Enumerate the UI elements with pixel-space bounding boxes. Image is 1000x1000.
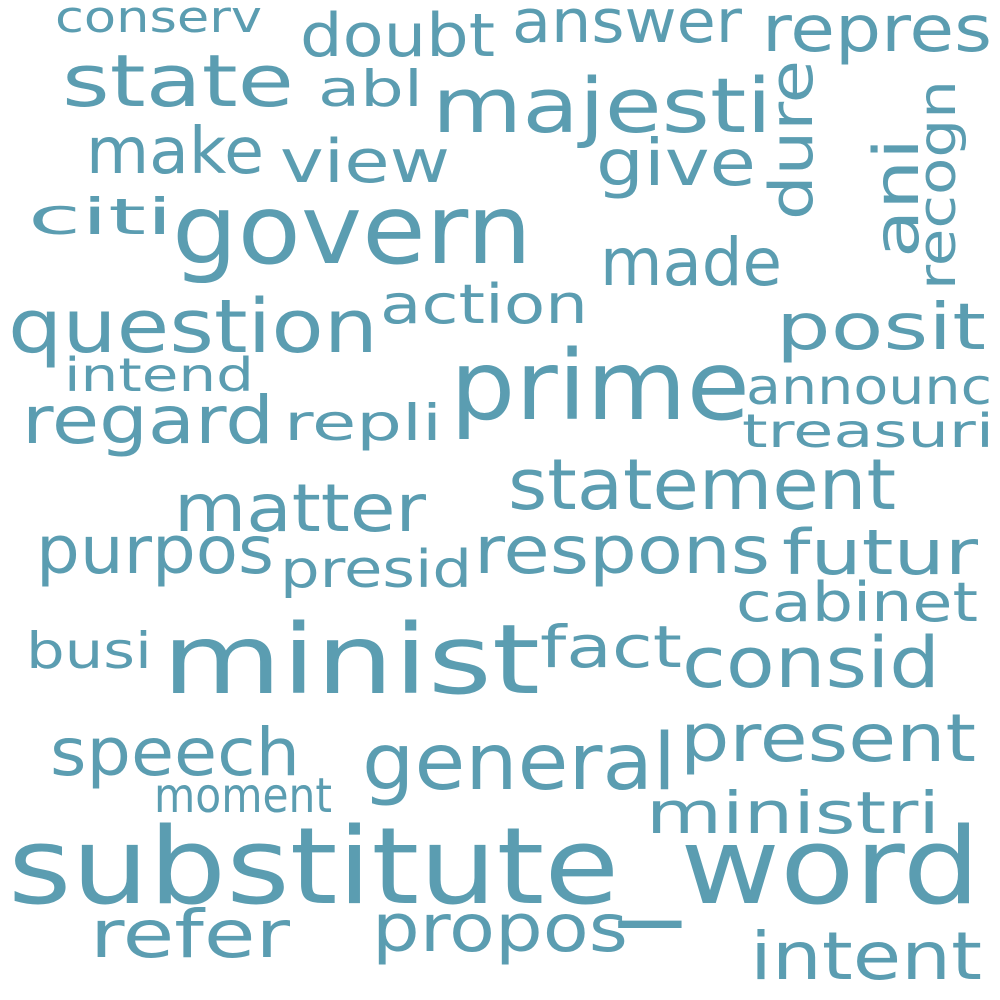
word-answer: answer [512, 0, 742, 57]
word-propos: propos [372, 890, 628, 967]
word-abl: abl [318, 60, 423, 118]
word-prime: prime [450, 330, 750, 442]
word-cabinet: cabinet [736, 571, 978, 634]
word-minist: minist [162, 604, 540, 716]
word-speech: speech [50, 714, 300, 791]
word-announc: announc [746, 358, 992, 416]
word-state: state [62, 39, 294, 123]
word-matter: matter [174, 470, 426, 547]
word-dure: dure [757, 59, 827, 220]
word-busi: busi [26, 622, 152, 680]
word-intent: intent [750, 918, 982, 995]
word-substitute-word: substitute_word [8, 805, 980, 928]
word-give: give [596, 127, 756, 201]
word-posit: posit [776, 291, 986, 365]
word-recogn: recogn [908, 80, 968, 290]
word-fact: fact [540, 613, 682, 681]
word-statement: statement [508, 444, 896, 526]
word-make: make [86, 115, 264, 189]
word-consid: consid [682, 622, 940, 704]
word-view: view [280, 127, 450, 197]
word-conserv: conserv [55, 0, 262, 43]
word-respons: respons [474, 512, 770, 589]
word-ministri: ministri [646, 779, 940, 847]
word-refer: refer [90, 896, 290, 973]
word-govern: govern [172, 174, 532, 286]
word-treasuri: treasuri [742, 404, 994, 458]
word-repli: repli [284, 394, 442, 452]
word-futur: futur [782, 516, 978, 589]
word-action: action [380, 273, 588, 336]
word-present: present [680, 700, 976, 777]
word-doubt: doubt [300, 1, 495, 71]
word-purpos: purpos [36, 512, 274, 589]
word-intend: intend [64, 348, 254, 402]
word-moment: moment [154, 768, 332, 824]
word-regard: regard [22, 382, 274, 459]
word-made: made [600, 224, 782, 301]
word-majesti: majesti [432, 61, 772, 150]
word-general: general [362, 718, 676, 808]
word-repres: repres [762, 0, 992, 67]
word-presid: presid [280, 540, 472, 600]
word-question: question [8, 284, 378, 370]
word-citi: citi [28, 188, 173, 246]
